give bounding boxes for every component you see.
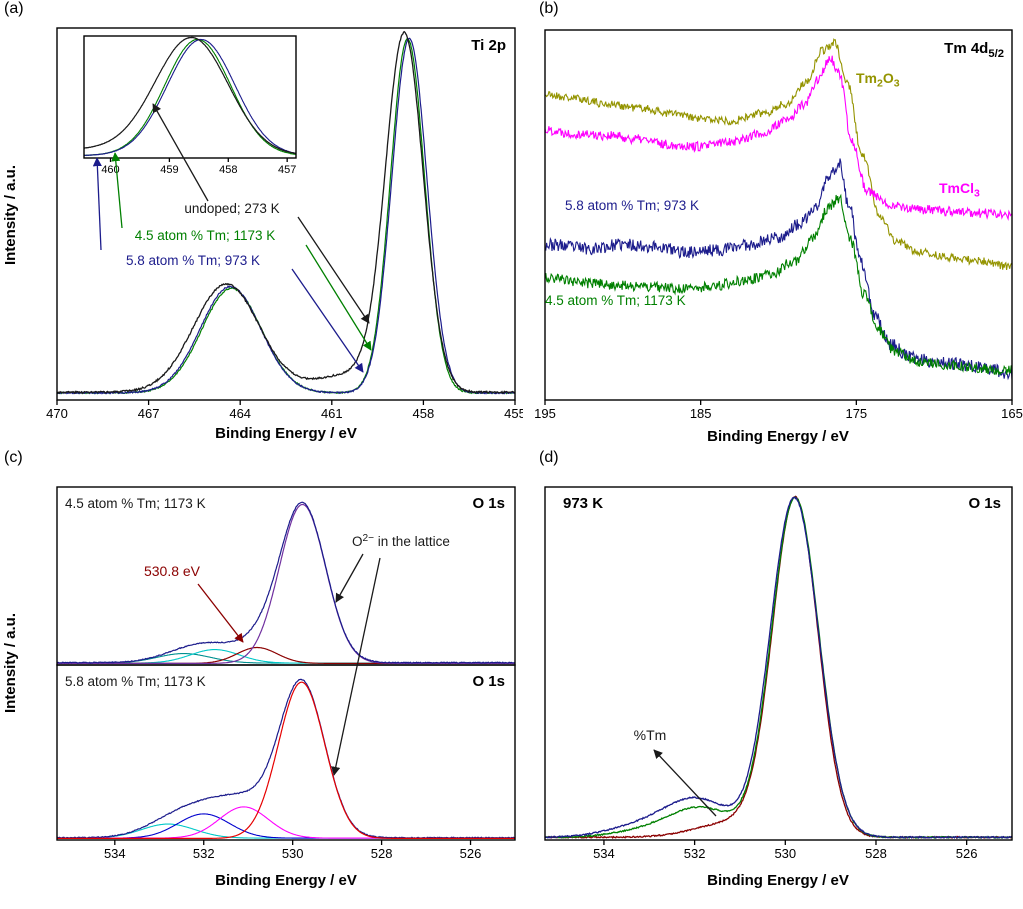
panel-c-top-title: O 1s <box>472 495 505 512</box>
panel-d: (d) 534 532 530 528 526 973 K O 1s %Tm Binding E… <box>523 445 1023 909</box>
panel-b-chart: 195 185 175 165 Tm 4d5/2 Tm2O3 TmCl3 5.8 atom %… <box>534 29 1023 445</box>
label-c-bot-sample: 5.8 atom % Tm; 1173 K <box>65 674 206 689</box>
series-c-bot-main-lattice-o <box>57 681 515 839</box>
label-tm2o3: Tm2O3 <box>856 70 900 90</box>
series-ti2p-undoped-273k <box>57 30 515 395</box>
x-tick-label: 470 <box>46 406 68 421</box>
series-d-low-tm <box>545 495 1012 840</box>
legend-5p8-tm-973k: 5.8 atom % Tm; 973 K <box>126 253 260 268</box>
x-axis-label: Binding Energy / eV <box>707 872 849 889</box>
panel-a-title: Ti 2p <box>471 37 506 54</box>
y-axis-label: Intensity / a.u. <box>2 613 19 713</box>
x-tick-label: 459 <box>160 164 178 176</box>
panel-c-chart: 534 532 530 528 526 4.5 atom % Tm; 1173 K O 1s… <box>2 486 516 889</box>
panel-c-plot-1 <box>57 678 515 839</box>
x-tick-label: 195 <box>534 406 556 421</box>
annotation-arrow <box>197 583 244 643</box>
x-tick-label: 534 <box>104 846 126 861</box>
panel-b-axes-box-0 <box>544 29 1013 401</box>
panel-d-title: O 1s <box>968 495 1001 512</box>
series-c-bot-envelope <box>57 678 515 839</box>
label-o2-in-lattice: O2− in the lattice <box>352 533 450 549</box>
panel-d-chart: 534 532 530 528 526 973 K O 1s %Tm Binding Energ… <box>544 486 1013 889</box>
x-axis-label: Binding Energy / eV <box>215 872 357 889</box>
panel-a-chart: 470 467 464 461 458 455 460 459 458 457 Ti 2p undop… <box>2 27 523 442</box>
x-axis-label: Binding Energy / eV <box>215 425 357 442</box>
x-tick-label: 464 <box>229 406 251 421</box>
series-tmcl3-reference <box>545 55 1012 221</box>
x-axis-label: Binding Energy / eV <box>707 428 849 445</box>
label-4p5-tm-1173k: 4.5 atom % Tm; 1173 K <box>545 293 686 308</box>
x-tick-label: 460 <box>101 164 119 176</box>
panel-c-tag: (c) <box>4 449 23 466</box>
series-tm2o3-reference <box>545 38 1012 270</box>
panel-c-axes-box-1 <box>56 664 516 841</box>
annotation-arrow <box>335 553 364 603</box>
panel-c-bot-title: O 1s <box>472 673 505 690</box>
y-axis-label: Intensity / a.u. <box>2 165 19 265</box>
annotation-arrow <box>305 244 372 351</box>
x-tick-label: 175 <box>845 406 867 421</box>
label-5p8-tm-973k: 5.8 atom % Tm; 973 K <box>565 198 699 213</box>
panel-a-plot-0 <box>57 30 515 395</box>
panel-b-title: Tm 4d5/2 <box>944 40 1004 60</box>
label-c-top-sample: 4.5 atom % Tm; 1173 K <box>65 496 206 511</box>
panel-a-axes-box-1 <box>83 35 297 159</box>
panel-a-tag: (a) <box>4 0 24 17</box>
x-tick-label: 455 <box>504 406 523 421</box>
x-tick-label: 185 <box>690 406 712 421</box>
panel-a-axes-box-0 <box>56 27 516 401</box>
label-percent-tm: %Tm <box>634 727 667 743</box>
panel-d-axes-box-0 <box>544 486 1013 841</box>
x-tick-label: 461 <box>321 406 343 421</box>
x-tick-label: 530 <box>282 846 304 861</box>
x-tick-label: 458 <box>413 406 435 421</box>
annotation-arrow <box>653 749 717 817</box>
panel-d-plot-0 <box>545 495 1012 840</box>
annotation-arrow <box>331 557 381 776</box>
series-c-top-main-lattice-o <box>57 503 515 664</box>
x-tick-label: 458 <box>219 164 237 176</box>
label-973k: 973 K <box>563 495 603 512</box>
x-tick-label: 532 <box>684 846 706 861</box>
series-inset-4p5-tm-1173k <box>84 38 296 157</box>
annotation-arrow <box>291 268 364 373</box>
x-tick-label: 528 <box>865 846 887 861</box>
annotation-arrow <box>111 152 123 229</box>
series-inset-5p8-tm-973k <box>84 38 296 157</box>
x-tick-label: 526 <box>956 846 978 861</box>
series-inset-undoped-273k <box>84 36 296 155</box>
legend-undoped-273k: undoped; 273 K <box>184 201 279 216</box>
panel-b-tag: (b) <box>539 0 559 17</box>
x-tick-label: 457 <box>278 164 296 176</box>
annotation-arrow <box>152 103 209 202</box>
x-tick-label: 528 <box>371 846 393 861</box>
legend-4p5-tm-1173k: 4.5 atom % Tm; 1173 K <box>135 228 276 243</box>
panel-d-tag: (d) <box>539 449 559 466</box>
series-d-mid-tm <box>545 496 1012 840</box>
x-tick-label: 534 <box>593 846 615 861</box>
panel-c-plot-0 <box>57 501 515 664</box>
series-ti2p-4p5-tm-1173k <box>57 37 515 395</box>
label-tmcl3: TmCl3 <box>939 180 980 200</box>
panel-a: (a) 470 467 464 461 458 455 460 459 458 457 Ti 2p u… <box>0 0 523 445</box>
series-tm4d-4p5-tm-1173k <box>545 193 1012 376</box>
series-c-top-envelope <box>57 501 515 664</box>
x-tick-label: 467 <box>138 406 160 421</box>
panel-c-axes-box-0 <box>56 486 516 666</box>
x-tick-label: 526 <box>460 846 482 861</box>
panel-b-plot-0 <box>545 38 1012 381</box>
x-tick-label: 530 <box>774 846 796 861</box>
panel-c: (c) 534 532 530 528 526 4.5 atom % Tm; 1173 K… <box>0 445 523 909</box>
series-d-high-tm <box>545 496 1012 839</box>
x-tick-label: 165 <box>1001 406 1023 421</box>
panel-b: (b) 195 185 175 165 Tm 4d5/2 Tm2O3 TmCl3 5.8 at… <box>523 0 1023 445</box>
annotation-arrow <box>92 157 102 251</box>
series-ti2p-5p8-tm-973k <box>57 37 515 395</box>
panel-a-plot-1 <box>84 36 296 157</box>
x-tick-label: 532 <box>193 846 215 861</box>
annotation-arrow <box>297 216 370 324</box>
label-530p8-ev: 530.8 eV <box>144 563 201 579</box>
